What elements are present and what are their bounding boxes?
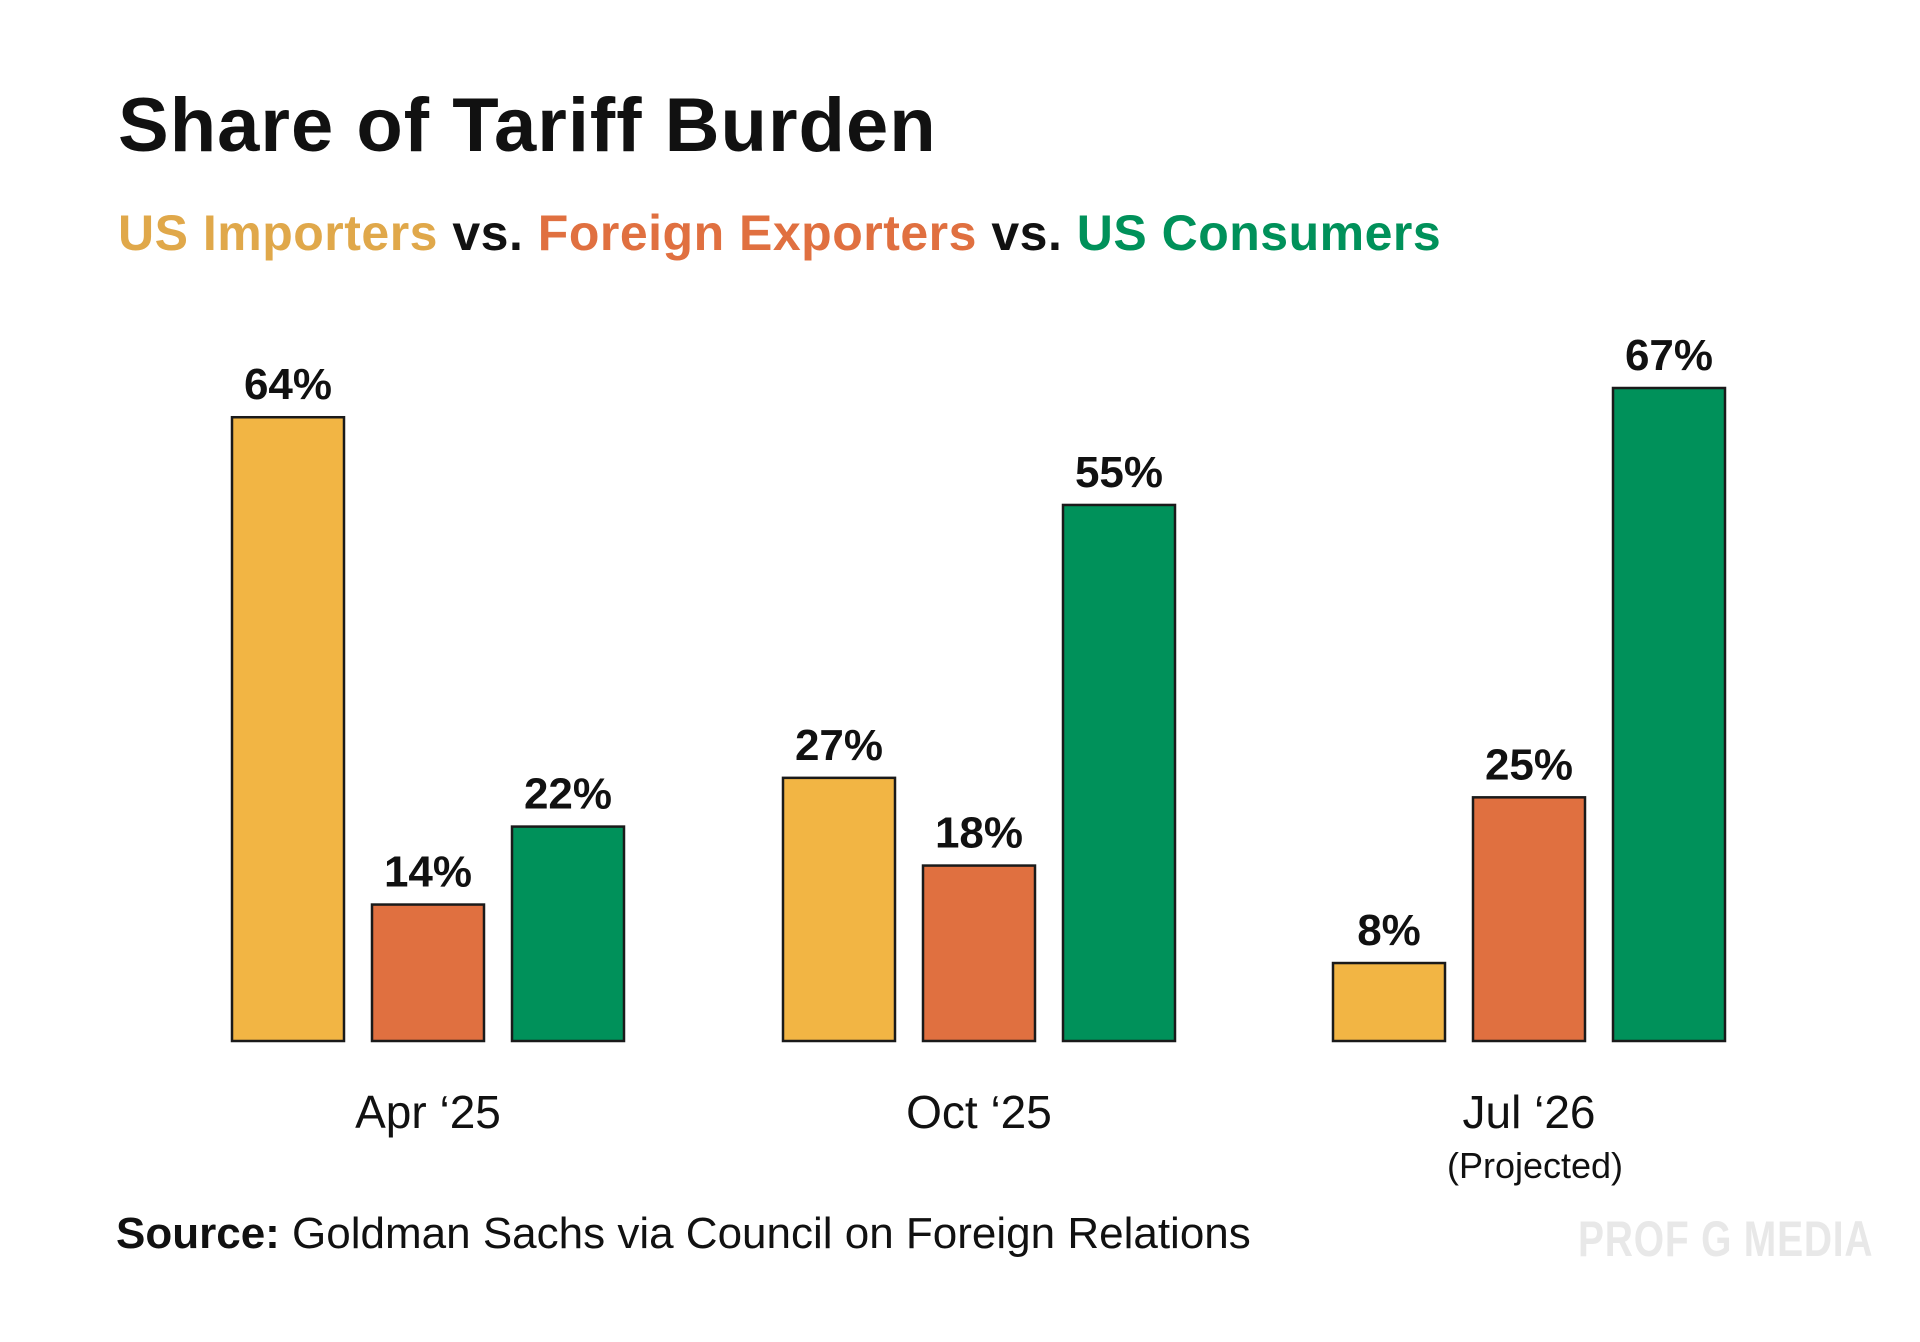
bar-us-consumers-apr-25: [510, 825, 626, 1043]
subtitle-consumers: US Consumers: [1076, 205, 1442, 261]
bar-foreign-exporters-jul-26: [1471, 796, 1587, 1043]
data-label-us-consumers-apr-25: 22%: [524, 770, 612, 819]
category-note-jul-26: (Projected): [1447, 1145, 1623, 1186]
data-label-foreign-exporters-jul-26: 25%: [1485, 740, 1573, 789]
brand-watermark: PROF G MEDIA: [1578, 1211, 1874, 1267]
data-label-us-consumers-oct-25: 55%: [1075, 448, 1163, 497]
bar-foreign-exporters-oct-25: [921, 864, 1037, 1043]
category-label-apr-25: Apr ‘25: [355, 1086, 501, 1138]
subtitle-vs-1: vs.: [452, 205, 524, 261]
data-label-foreign-exporters-apr-25: 14%: [384, 848, 472, 897]
category-label-oct-25: Oct ‘25: [906, 1086, 1052, 1138]
category-label-jul-26: Jul ‘26: [1463, 1086, 1596, 1138]
bar-us-consumers-oct-25: [1061, 503, 1177, 1043]
data-label-us-importers-jul-26: 8%: [1357, 906, 1421, 955]
data-label-foreign-exporters-oct-25: 18%: [935, 809, 1023, 858]
bar-us-importers-apr-25: [230, 415, 346, 1043]
data-label-us-consumers-jul-26: 67%: [1625, 331, 1713, 380]
subtitle-vs-2: vs.: [991, 205, 1063, 261]
subtitle-importers: US Importers: [118, 205, 438, 261]
source-label: Source:: [116, 1209, 280, 1258]
bar-foreign-exporters-apr-25: [370, 903, 486, 1043]
bar-us-consumers-jul-26: [1611, 386, 1727, 1043]
chart-subtitle: US Importers vs. Foreign Exporters vs. U…: [118, 208, 1441, 258]
chart-title: Share of Tariff Burden: [118, 83, 937, 168]
bar-us-importers-oct-25: [781, 776, 897, 1043]
subtitle-exporters: Foreign Exporters: [537, 205, 977, 261]
source-text: Goldman Sachs via Council on Foreign Rel…: [279, 1209, 1251, 1258]
source-note: Source: Goldman Sachs via Council on For…: [116, 1212, 1251, 1256]
data-label-us-importers-oct-25: 27%: [795, 721, 883, 770]
bar-us-importers-jul-26: [1331, 961, 1447, 1043]
data-label-us-importers-apr-25: 64%: [244, 360, 332, 409]
